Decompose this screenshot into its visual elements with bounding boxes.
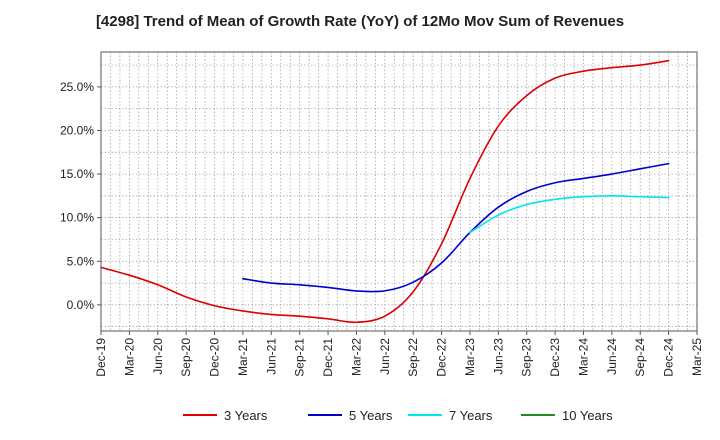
x-tick-label: Sep-23 <box>520 338 534 377</box>
x-tick-label: Jun-21 <box>264 338 278 375</box>
x-tick-label: Mar-20 <box>122 338 136 376</box>
chart-title: [4298] Trend of Mean of Growth Rate (YoY… <box>95 13 625 30</box>
x-tick-label: Sep-20 <box>179 338 193 377</box>
x-tick-label: Dec-24 <box>662 338 676 377</box>
plot-frame <box>100 51 698 332</box>
y-tick-label: 25.0% <box>60 80 94 94</box>
x-tick-label: Sep-22 <box>406 338 420 377</box>
plot-area <box>101 52 697 331</box>
legend: 3 Years 5 Years 7 Years 10 Years <box>183 408 613 423</box>
legend-label-5-years: 5 Years <box>349 408 393 423</box>
x-tick-label: Jun-20 <box>151 338 165 375</box>
series-lines <box>100 59 670 324</box>
x-tick-label: Dec-20 <box>208 338 222 377</box>
x-tick-label: Jun-24 <box>605 338 619 375</box>
legend-label-10-years: 10 Years <box>562 408 613 423</box>
y-tick-label: 10.0% <box>60 211 94 225</box>
y-axis-ticks: 0.0% 5.0% 10.0% 15.0% 20.0% 25.0% <box>60 80 101 312</box>
x-tick-label: Mar-25 <box>690 338 704 376</box>
x-tick-label: Jun-23 <box>491 338 505 375</box>
y-tick-label: 5.0% <box>67 254 95 268</box>
x-axis-ticks: Dec-19 Mar-20 Jun-20 Sep-20 Dec-20 Mar-21 Jun-… <box>94 331 704 377</box>
x-tick-label: Mar-24 <box>576 338 590 376</box>
y-tick-label: 15.0% <box>60 167 94 181</box>
y-tick-label: 20.0% <box>60 123 94 137</box>
legend-label-3-years: 3 Years <box>224 408 268 423</box>
x-tick-label: Dec-22 <box>435 338 449 377</box>
legend-label-7-years: 7 Years <box>449 408 493 423</box>
x-tick-label: Mar-21 <box>236 338 250 376</box>
x-tick-label: Dec-23 <box>548 338 562 377</box>
x-tick-label: Dec-19 <box>94 338 108 377</box>
x-tick-label: Sep-21 <box>293 338 307 377</box>
series-line-3-years <box>100 59 670 324</box>
x-tick-label: Sep-24 <box>633 338 647 377</box>
x-tick-label: Mar-23 <box>463 338 477 376</box>
x-tick-label: Mar-22 <box>349 338 363 376</box>
x-tick-label: Jun-22 <box>378 338 392 375</box>
series-line-7-years <box>469 195 670 234</box>
x-tick-label: Dec-21 <box>321 338 335 377</box>
grid-lines <box>101 52 697 331</box>
y-tick-label: 0.0% <box>67 298 95 312</box>
series-line-5-years <box>242 162 670 293</box>
